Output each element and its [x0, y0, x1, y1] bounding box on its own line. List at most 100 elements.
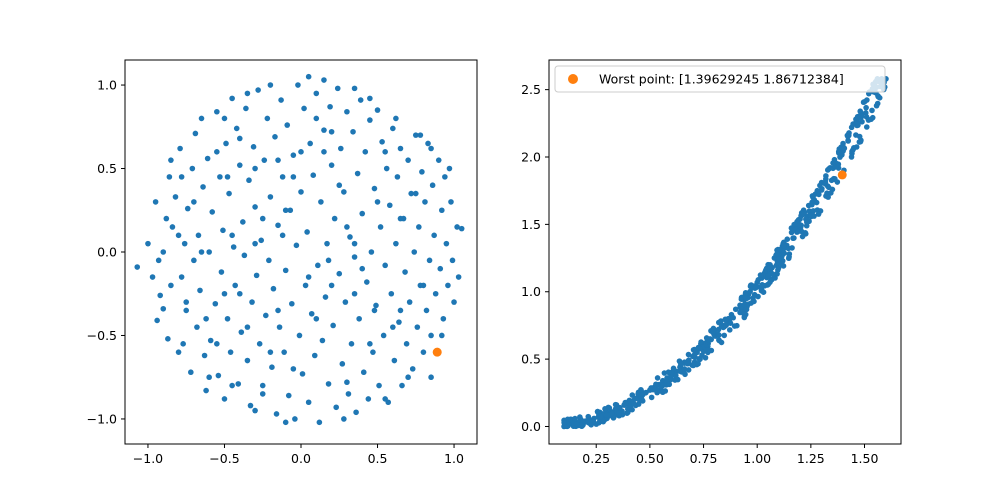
worst-point-marker-1: [837, 170, 847, 180]
data-point-0-223: [359, 265, 366, 272]
data-point-0-77: [284, 122, 291, 128]
data-point-0-205: [321, 77, 327, 83]
data-point-0-47: [238, 329, 245, 335]
data-point-0-41: [229, 95, 235, 102]
data-point-0-63: [263, 312, 269, 319]
data-point-0-140: [380, 332, 387, 339]
data-point-0-169: [425, 140, 431, 147]
band-point-482: [588, 422, 594, 428]
data-point-0-224: [214, 149, 220, 155]
data-point-0-35: [220, 227, 226, 234]
data-point-0-133: [370, 349, 376, 355]
band-point-403: [873, 102, 880, 109]
data-point-0-105: [327, 103, 333, 110]
y-tick-label: 0.0: [97, 245, 117, 260]
band-point-398: [747, 283, 754, 290]
band-point-401: [666, 381, 673, 388]
data-point-0-201: [252, 407, 258, 414]
data-point-0-59: [256, 341, 263, 347]
data-point-0-236: [282, 207, 289, 214]
data-point-0-90: [304, 229, 310, 235]
band-point-166: [737, 304, 744, 311]
data-point-0-229: [336, 182, 343, 189]
data-point-0-252: [214, 341, 220, 347]
data-point-0-181: [445, 282, 451, 289]
data-point-0-231: [321, 149, 327, 155]
data-point-0-101: [321, 127, 327, 133]
data-point-0-95: [311, 352, 318, 359]
data-point-0-72: [276, 324, 283, 330]
data-point-0-260: [224, 174, 231, 180]
data-point-0-161: [412, 132, 419, 138]
band-point-487: [781, 242, 787, 249]
data-point-0-19: [192, 130, 199, 137]
band-point-426: [837, 154, 843, 160]
data-point-0-109: [333, 404, 340, 411]
band-point-493: [606, 405, 613, 411]
band-point-27: [726, 327, 733, 333]
data-point-0-257: [351, 240, 358, 247]
data-point-0-244: [198, 249, 205, 255]
data-point-0-12: [178, 274, 185, 280]
data-point-0-219: [344, 224, 350, 230]
band-point-375: [786, 253, 792, 260]
data-point-0-152: [399, 382, 405, 389]
band-point-80: [697, 356, 703, 362]
data-point-0-190: [152, 199, 159, 205]
data-point-0-174: [432, 290, 439, 297]
band-point-373: [856, 139, 863, 145]
data-point-0-102: [322, 294, 329, 300]
data-point-0-27: [206, 249, 212, 255]
data-point-0-26: [204, 155, 211, 162]
data-point-0-166: [420, 349, 427, 355]
right-plot-frame: [548, 59, 902, 445]
data-point-0-194: [178, 174, 185, 180]
data-point-0-118: [347, 234, 353, 240]
data-point-0-253: [397, 307, 404, 314]
data-point-0-116: [344, 108, 350, 115]
band-point-427: [800, 211, 806, 218]
data-point-0-221: [328, 282, 335, 289]
data-point-0-150: [396, 319, 402, 325]
band-point-365: [809, 199, 815, 206]
data-point-0-145: [388, 290, 395, 297]
band-point-318: [815, 211, 822, 217]
band-point-221: [845, 133, 851, 140]
band-point-389: [696, 345, 703, 352]
data-point-0-88: [301, 105, 307, 112]
data-point-0-130: [365, 396, 372, 402]
band-point-440: [752, 285, 758, 291]
data-point-0-0: [134, 264, 141, 270]
band-point-479: [597, 413, 604, 420]
band-point-438: [676, 368, 683, 374]
data-point-0-121: [351, 254, 358, 260]
band-point-268: [654, 375, 661, 381]
x-tick-label: 0.50: [636, 451, 664, 466]
data-point-0-227: [374, 199, 381, 205]
data-point-0-81: [290, 152, 297, 158]
data-point-0-261: [371, 307, 378, 314]
data-point-0-11: [177, 145, 183, 152]
data-point-0-148: [393, 240, 399, 247]
band-point-494: [631, 401, 637, 407]
band-point-232: [635, 401, 642, 407]
data-point-0-122: [353, 409, 359, 416]
band-point-421: [685, 367, 692, 373]
data-point-0-149: [394, 174, 401, 180]
legend-label-worst-point: Worst point: [1.39629245 1.86712384]: [599, 72, 844, 87]
data-point-0-178: [440, 315, 447, 322]
y-tick-label: 0.5: [97, 161, 117, 176]
data-point-0-186: [455, 274, 462, 280]
data-point-0-3: [157, 292, 163, 299]
data-point-0-134: [371, 185, 378, 192]
data-point-0-146: [390, 125, 396, 132]
y-tick-label: 2.0: [521, 150, 541, 165]
data-point-0-60: [258, 237, 265, 244]
band-point-450: [703, 347, 710, 353]
data-point-0-136: [374, 107, 381, 113]
band-point-429: [681, 366, 688, 372]
band-point-490: [751, 298, 757, 305]
data-point-0-94: [310, 172, 317, 178]
data-point-0-238: [244, 324, 251, 330]
